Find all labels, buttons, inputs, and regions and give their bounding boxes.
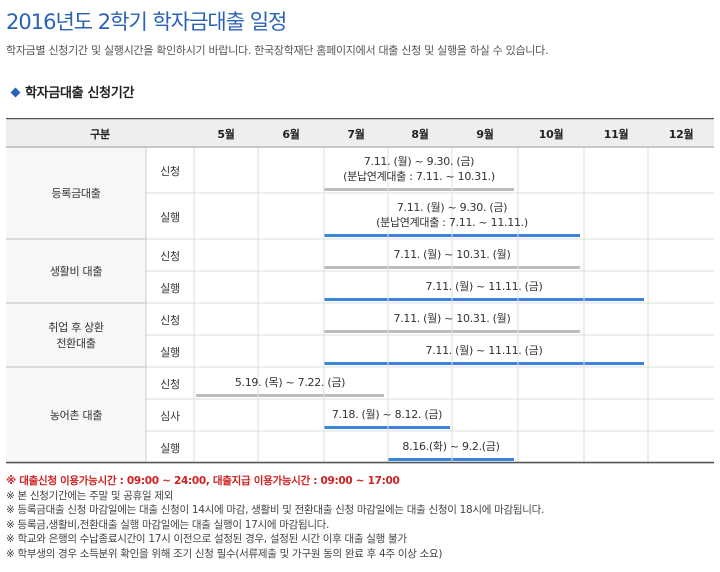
period-bar <box>324 426 450 429</box>
note-item: ※ 등록금대출 신청 마감일에는 대출 신청이 14시에 마감, 생활비 및 전… <box>6 504 544 516</box>
period-bar <box>324 188 514 191</box>
category-label: 취업 후 상환 <box>48 321 104 334</box>
section-title-label: 학자금대출 신청기간 <box>25 86 135 101</box>
note-item: ※ 학부생의 경우 소득분위 확인을 위해 조기 신청 필수(서류제출 및 가구… <box>6 547 443 560</box>
row-label: 신청 <box>160 378 180 391</box>
row-label: 신청 <box>160 250 180 263</box>
period-bar <box>388 458 514 461</box>
note-item: ※ 등록금,생활비,전환대출 실행 마감일에는 대출 실행이 17시에 마감됩니… <box>6 518 330 531</box>
category-cell-bg <box>6 367 146 463</box>
period-text: 7.11. (월) ~ 10.31. (월) <box>393 247 511 261</box>
period-text: 7.11. (월) ~ 11.11. (금) <box>425 279 543 293</box>
note-item: ※ 학교와 은행의 수납종료시간이 17시 이전으로 설정된 경우, 설정된 시… <box>6 533 407 545</box>
period-text: 5.19. (목) ~ 7.22. (금) <box>234 375 346 389</box>
header-month: 12월 <box>668 128 694 141</box>
header-month: 6월 <box>282 128 300 141</box>
category-cell-bg <box>6 239 146 303</box>
row-label: 신청 <box>160 314 180 327</box>
header-month: 11월 <box>603 128 629 141</box>
header-month: 8월 <box>411 128 429 141</box>
schedule-grid <box>6 118 714 464</box>
category-label: 농어촌 대출 <box>49 409 103 422</box>
note-item: ※ 본 신청기간에는 주말 및 공휴일 제외 <box>6 489 174 502</box>
header-category: 구분 <box>90 128 110 141</box>
row-label: 실행 <box>160 346 180 359</box>
period-text: 7.11. (월) ~ 9.30. (금) <box>396 201 508 214</box>
diamond-bullet-icon <box>10 87 21 98</box>
period-bar <box>196 394 384 397</box>
period-text: 8.16.(화) ~ 9.2.(금) <box>402 439 500 453</box>
table-header-bg <box>6 118 714 147</box>
category-label: 등록금대출 <box>51 187 101 200</box>
period-text: 7.11. (월) ~ 9.30. (금) <box>363 155 475 168</box>
period-text: 7.11. (월) ~ 11.11. (금) <box>425 343 543 357</box>
header-month: 10월 <box>538 128 564 141</box>
header-month: 7월 <box>347 128 365 141</box>
header-month: 9월 <box>476 128 494 141</box>
row-label: 실행 <box>160 442 180 455</box>
category-label: 생활비 대출 <box>49 265 103 278</box>
note-highlight: ※ 대출신청 이용가능시간 : 09:00 ~ 24:00, 대출지급 이용가능… <box>6 475 400 487</box>
row-label: 심사 <box>160 410 180 423</box>
period-text: (분납연계대출 : 7.11. ~ 11.11.) <box>376 216 528 229</box>
period-bar <box>324 298 644 301</box>
page-title: 2016년도 2학기 학자금대출 일정 <box>6 10 287 34</box>
period-text: (분납연계대출 : 7.11. ~ 10.31.) <box>343 170 495 183</box>
row-label: 신청 <box>160 165 180 178</box>
period-text: 7.18. (월) ~ 8.12. (금) <box>331 407 443 421</box>
row-label: 실행 <box>160 282 180 295</box>
row-label: 실행 <box>160 211 180 224</box>
period-bar <box>324 362 644 365</box>
category-label: 전환대출 <box>56 337 96 350</box>
notes: ※ 대출신청 이용가능시간 : 09:00 ~ 24:00, 대출지급 이용가능… <box>6 474 544 561</box>
category-cell-bg <box>6 147 146 239</box>
period-text: 7.11. (월) ~ 10.31. (월) <box>393 311 511 325</box>
category-cell-bg <box>6 303 146 367</box>
header-month: 5월 <box>217 128 235 141</box>
section-title: 학자금대출 신청기간 <box>10 82 135 101</box>
intro-text: 학자금별 신청기간 및 실행시간을 확인하시기 바랍니다. 한국장학재단 홈페이… <box>6 44 549 57</box>
